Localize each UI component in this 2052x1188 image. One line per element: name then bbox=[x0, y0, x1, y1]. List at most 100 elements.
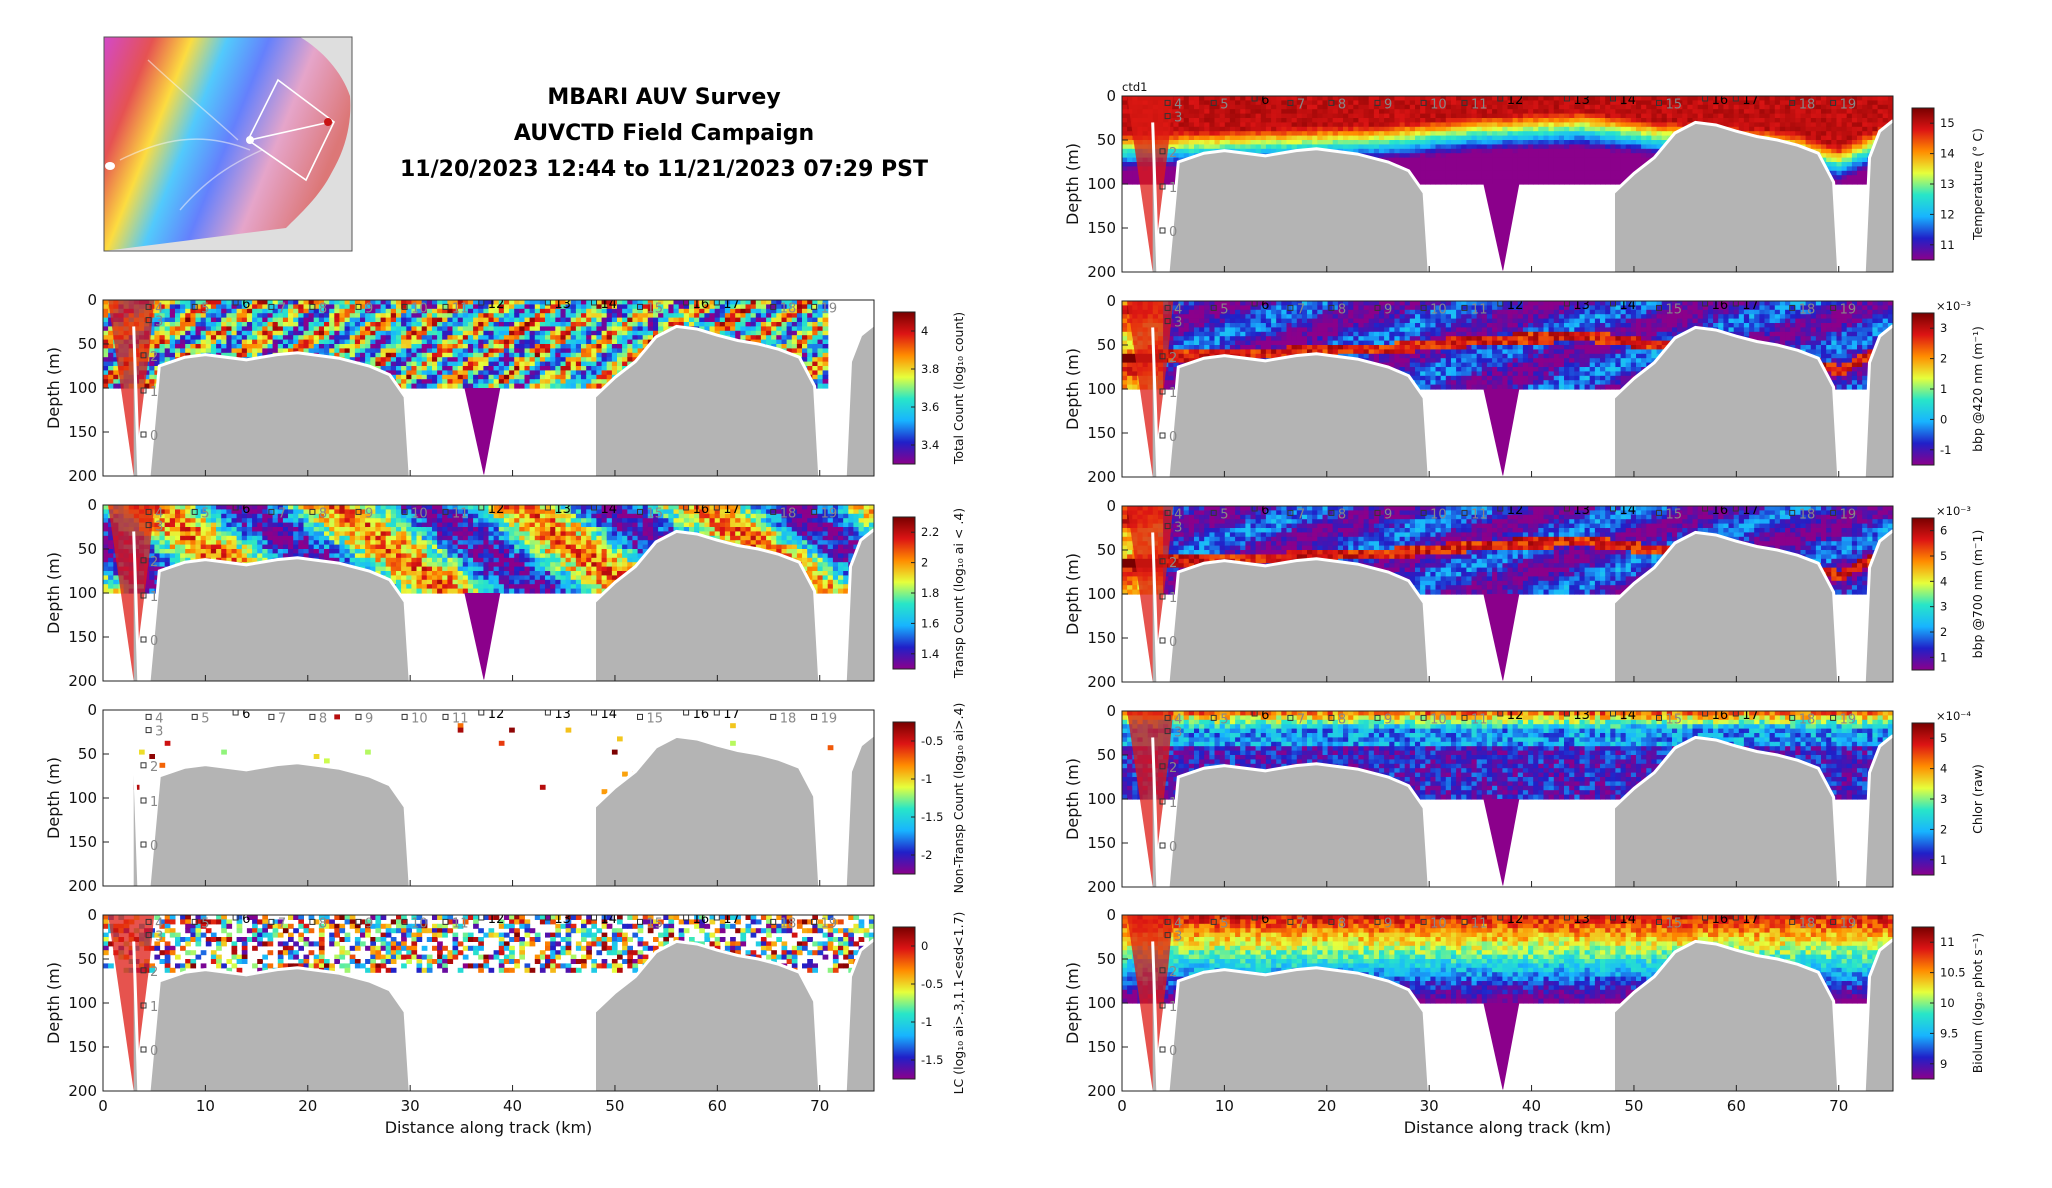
heatmap-cell bbox=[406, 300, 412, 305]
heatmap-cell bbox=[617, 339, 623, 345]
heatmap-cell bbox=[550, 326, 556, 332]
heatmap-cell bbox=[514, 370, 520, 376]
heatmap-cell bbox=[252, 330, 258, 336]
heatmap-cell bbox=[601, 544, 608, 550]
heatmap-cell bbox=[493, 509, 500, 515]
heatmap-cell bbox=[385, 366, 392, 371]
heatmap-cell bbox=[822, 370, 829, 376]
heatmap-cell bbox=[308, 313, 315, 319]
heatmap-cell bbox=[103, 383, 109, 389]
heatmap-cell bbox=[103, 562, 109, 568]
heatmap-cell bbox=[416, 535, 423, 541]
heatmap-cell bbox=[416, 588, 423, 594]
heatmap-cell bbox=[318, 540, 325, 546]
heatmap-cell bbox=[493, 326, 500, 332]
heatmap-cell bbox=[545, 544, 551, 550]
heatmap-cell bbox=[344, 313, 351, 319]
heatmap-cell bbox=[252, 557, 258, 563]
heatmap-cell bbox=[534, 361, 541, 367]
heatmap-cell bbox=[550, 527, 556, 532]
heatmap-cell bbox=[817, 361, 824, 367]
heatmap-cell bbox=[241, 326, 248, 332]
heatmap-cell bbox=[442, 513, 448, 519]
heatmap-cell bbox=[560, 527, 567, 532]
heatmap-cell bbox=[221, 344, 227, 349]
heatmap-cell bbox=[221, 518, 227, 524]
heatmap-cell bbox=[432, 527, 438, 532]
heatmap-cell bbox=[432, 509, 438, 515]
heatmap-cell bbox=[447, 300, 454, 305]
heatmap-cell bbox=[175, 527, 181, 532]
heatmap-cell bbox=[365, 557, 371, 563]
heatmap-cell bbox=[231, 322, 238, 327]
heatmap-cell bbox=[766, 317, 772, 323]
heatmap-cell bbox=[318, 549, 325, 554]
heatmap-cell bbox=[329, 527, 335, 532]
heatmap-cell bbox=[241, 522, 248, 528]
heatmap-cell bbox=[205, 322, 212, 327]
heatmap-cell bbox=[524, 522, 531, 528]
heatmap-cell bbox=[169, 527, 176, 532]
heatmap-cell bbox=[467, 518, 474, 524]
heatmap-cell bbox=[622, 513, 628, 519]
heatmap-cell bbox=[524, 379, 531, 385]
heatmap-cell bbox=[226, 522, 233, 528]
heatmap-cell bbox=[529, 540, 536, 546]
heatmap-cell bbox=[457, 339, 464, 345]
heatmap-cell bbox=[195, 527, 202, 532]
heatmap-cell bbox=[637, 518, 644, 524]
heatmap-cell bbox=[493, 313, 500, 319]
heatmap-cell bbox=[668, 313, 675, 319]
station-label: 10 bbox=[411, 301, 428, 316]
heatmap-cell bbox=[488, 357, 495, 363]
heatmap-cell bbox=[488, 527, 495, 532]
heatmap-cell bbox=[236, 518, 243, 524]
heatmap-cell bbox=[437, 518, 443, 524]
heatmap-cell bbox=[442, 357, 448, 363]
heatmap-cell bbox=[103, 544, 109, 550]
heatmap-cell bbox=[442, 370, 448, 376]
heatmap-cell bbox=[154, 361, 161, 367]
heatmap-cell bbox=[416, 357, 423, 363]
heatmap-cell bbox=[771, 308, 777, 314]
heatmap-cell bbox=[385, 326, 392, 332]
heatmap-cell bbox=[503, 313, 510, 319]
heatmap-cell bbox=[473, 505, 479, 510]
heatmap-cell bbox=[452, 531, 459, 537]
heatmap-cell bbox=[416, 553, 423, 559]
heatmap-cell bbox=[462, 584, 469, 590]
heatmap-cell bbox=[642, 308, 649, 314]
heatmap-cell bbox=[205, 308, 212, 314]
heatmap-cell bbox=[555, 357, 561, 363]
heatmap-cell bbox=[586, 379, 592, 385]
heatmap-cell bbox=[483, 300, 490, 305]
heatmap-cell bbox=[164, 522, 171, 528]
heatmap-cell bbox=[467, 330, 474, 336]
heatmap-cell bbox=[627, 326, 633, 332]
heatmap-cell bbox=[380, 344, 387, 349]
heatmap-cell bbox=[144, 579, 150, 585]
heatmap-cell bbox=[252, 339, 258, 345]
heatmap-cell bbox=[267, 308, 274, 314]
heatmap-cell bbox=[303, 535, 310, 541]
heatmap-cell bbox=[426, 540, 433, 546]
heatmap-cell bbox=[755, 313, 762, 319]
heatmap-cell bbox=[406, 549, 412, 554]
heatmap-cell bbox=[277, 522, 284, 528]
heatmap-cell bbox=[164, 300, 171, 305]
heatmap-cell bbox=[503, 335, 510, 341]
heatmap-cell bbox=[473, 317, 479, 323]
heatmap-cell bbox=[586, 549, 592, 554]
heatmap-cell bbox=[164, 348, 171, 354]
heatmap-cell bbox=[324, 348, 330, 354]
heatmap-cell bbox=[226, 348, 233, 354]
heatmap-cell bbox=[267, 518, 274, 524]
heatmap-cell bbox=[467, 566, 474, 572]
heatmap-cell bbox=[149, 588, 155, 594]
heatmap-cell bbox=[586, 518, 592, 524]
heatmap-cell bbox=[339, 553, 346, 559]
heatmap-cell bbox=[478, 513, 484, 519]
heatmap-cell bbox=[190, 513, 197, 519]
heatmap-cell bbox=[509, 361, 515, 367]
heatmap-cell bbox=[586, 383, 592, 389]
